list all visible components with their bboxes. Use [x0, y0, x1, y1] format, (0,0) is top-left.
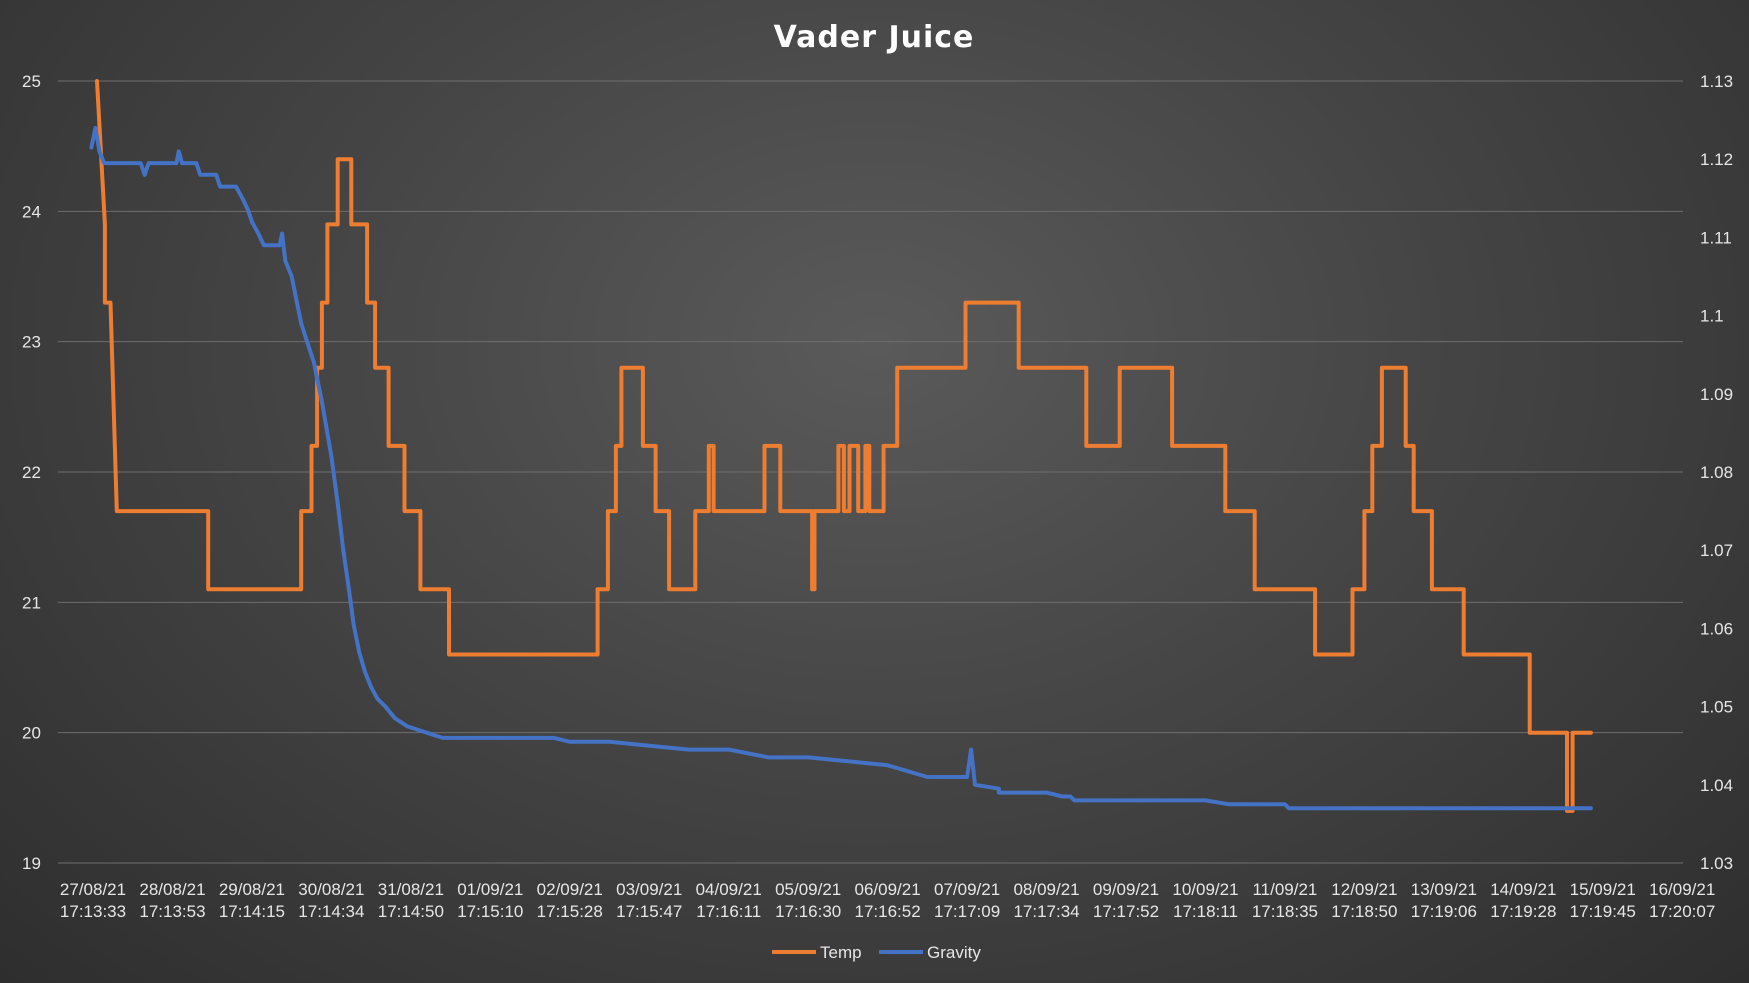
x-tick-time: 17:14:34 — [298, 902, 364, 921]
x-tick-time: 17:19:06 — [1411, 902, 1477, 921]
x-tick-date: 06/09/21 — [855, 880, 921, 899]
legend-label-temp: Temp — [820, 943, 862, 962]
y-tick-label: 19 — [22, 854, 41, 873]
y-tick-label: 21 — [22, 593, 41, 612]
x-tick-date: 27/08/21 — [60, 880, 126, 899]
x-tick-date: 31/08/21 — [378, 880, 444, 899]
x-tick-time: 17:19:28 — [1490, 902, 1556, 921]
series-temp-line — [95, 79, 1593, 813]
x-tick-date: 09/09/21 — [1093, 880, 1159, 899]
x-tick-time: 17:20:07 — [1649, 902, 1715, 921]
x-tick-time: 17:18:50 — [1331, 902, 1397, 921]
x-tick-time: 17:18:11 — [1173, 902, 1238, 921]
y-tick-label: 25 — [22, 72, 41, 91]
y2-tick-label: 1.13 — [1700, 72, 1733, 91]
x-tick-time: 17:13:33 — [60, 902, 126, 921]
x-tick-time: 17:14:15 — [219, 902, 285, 921]
series-lines — [89, 79, 1593, 813]
chart-title: Vader Juice — [774, 20, 975, 55]
y2-tick-label: 1.09 — [1700, 385, 1733, 404]
x-tick-date: 28/08/21 — [139, 880, 205, 899]
x-tick-time: 17:16:30 — [775, 902, 841, 921]
x-tick-time: 17:17:09 — [934, 902, 1000, 921]
x-tick-time: 17:14:50 — [378, 902, 444, 921]
y-axis-right: 1.13 1.12 1.11 1.1 1.09 1.08 1.07 1.06 1.05 1.04 1… — [1700, 72, 1733, 873]
y-tick-label: 20 — [22, 724, 41, 743]
x-tick-date: 08/09/21 — [1013, 880, 1079, 899]
y-tick-label: 23 — [22, 333, 41, 352]
x-tick-time: 17:13:53 — [139, 902, 205, 921]
x-tick-date: 12/09/21 — [1331, 880, 1397, 899]
x-tick-date: 16/09/21 — [1649, 880, 1715, 899]
y2-tick-label: 1.04 — [1700, 776, 1733, 795]
x-tick-time: 17:16:11 — [696, 902, 761, 921]
y2-tick-label: 1.06 — [1700, 619, 1733, 638]
x-axis: 27/08/21 17:13:33 28/08/21 17:13:53 29/08/21… — [60, 880, 1715, 921]
x-tick-date: 11/09/21 — [1252, 880, 1317, 899]
y2-tick-label: 1.1 — [1700, 307, 1724, 326]
x-tick-date: 10/09/21 — [1172, 880, 1238, 899]
y2-tick-label: 1.07 — [1700, 541, 1733, 560]
y2-tick-label: 1.03 — [1700, 854, 1733, 873]
x-tick-time: 17:15:47 — [616, 902, 682, 921]
x-tick-time: 17:17:34 — [1013, 902, 1079, 921]
gridlines — [58, 80, 1683, 864]
y-tick-label: 22 — [22, 463, 41, 482]
x-tick-time: 17:18:35 — [1252, 902, 1318, 921]
y2-tick-label: 1.05 — [1700, 698, 1733, 717]
series-gravity-line — [89, 125, 1593, 811]
x-tick-date: 04/09/21 — [696, 880, 762, 899]
x-tick-date: 30/08/21 — [298, 880, 364, 899]
x-tick-date: 14/09/21 — [1490, 880, 1556, 899]
y-tick-label: 24 — [22, 202, 41, 221]
x-tick-date: 07/09/21 — [934, 880, 1000, 899]
y2-tick-label: 1.08 — [1700, 463, 1733, 482]
x-tick-date: 05/09/21 — [775, 880, 841, 899]
x-tick-time: 17:17:52 — [1093, 902, 1159, 921]
legend: Temp Gravity — [772, 943, 981, 962]
x-tick-time: 17:15:28 — [537, 902, 603, 921]
x-tick-time: 17:19:45 — [1570, 902, 1636, 921]
legend-label-gravity: Gravity — [927, 943, 981, 962]
y-axis-left: 25 24 23 22 21 20 19 — [22, 72, 41, 873]
x-tick-date: 02/09/21 — [537, 880, 603, 899]
x-tick-date: 15/09/21 — [1570, 880, 1636, 899]
y2-tick-label: 1.12 — [1700, 150, 1733, 169]
y2-tick-label: 1.11 — [1700, 228, 1732, 247]
x-tick-date: 01/09/21 — [457, 880, 523, 899]
x-tick-time: 17:16:52 — [855, 902, 921, 921]
x-tick-time: 17:15:10 — [457, 902, 523, 921]
x-tick-date: 29/08/21 — [219, 880, 285, 899]
x-tick-date: 13/09/21 — [1411, 880, 1477, 899]
x-tick-date: 03/09/21 — [616, 880, 682, 899]
